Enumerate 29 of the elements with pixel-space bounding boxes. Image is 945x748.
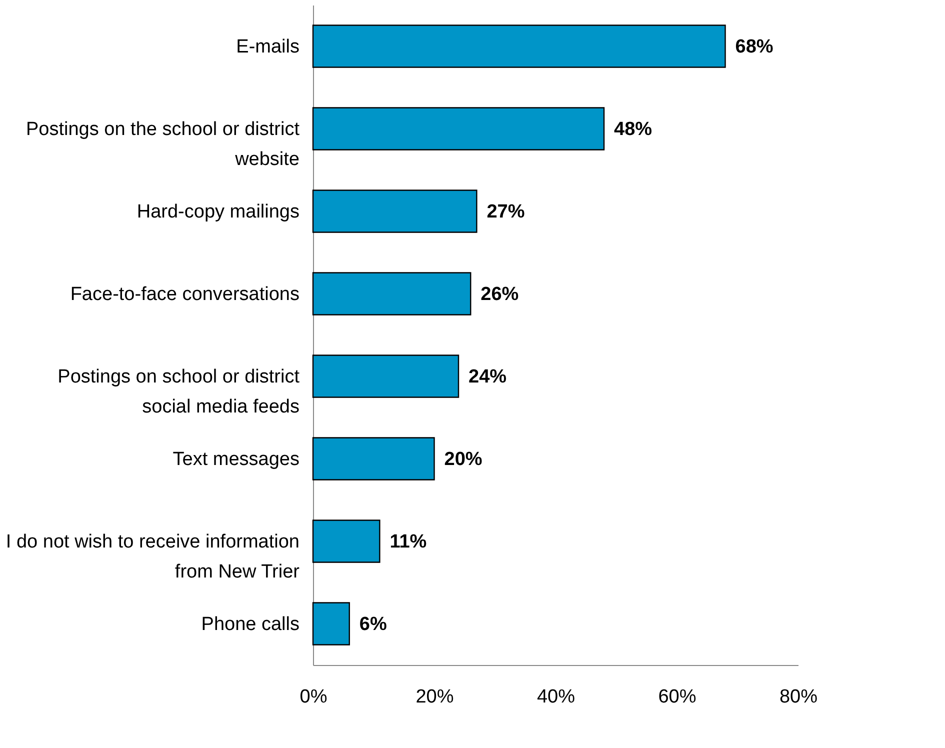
bar bbox=[312, 272, 472, 316]
y-tick-label: I do not wish to receive information from New Trier bbox=[6, 531, 300, 582]
y-tick-label: Postings on the school or district website bbox=[26, 118, 300, 170]
x-tick-label: 20% bbox=[416, 686, 454, 708]
data-label: 20% bbox=[444, 448, 482, 470]
y-tick-label: Face-to-face conversations bbox=[70, 284, 300, 305]
y-tick-label: Text messages bbox=[172, 448, 300, 470]
data-label: 24% bbox=[468, 366, 507, 388]
x-tick-label: 80% bbox=[779, 686, 818, 708]
data-label: 6% bbox=[359, 614, 387, 635]
data-label: 27% bbox=[486, 201, 525, 222]
bar bbox=[312, 190, 478, 233]
bar bbox=[312, 107, 605, 150]
y-tick-label: Postings on school or district social media feeds bbox=[58, 366, 300, 418]
y-tick-label: Hard-copy mailings bbox=[136, 201, 300, 222]
bar bbox=[312, 354, 460, 398]
bar bbox=[312, 437, 435, 480]
data-label: 68% bbox=[735, 36, 774, 58]
data-label: 48% bbox=[614, 118, 652, 140]
x-tick-label: 0% bbox=[300, 686, 328, 708]
data-label: 11% bbox=[390, 531, 427, 552]
data-label: 26% bbox=[480, 284, 519, 305]
y-tick-label: E-mails bbox=[236, 36, 300, 58]
y-tick-label: Phone calls bbox=[201, 614, 300, 635]
bar bbox=[312, 602, 350, 646]
bar bbox=[312, 24, 726, 68]
x-tick-label: 40% bbox=[536, 686, 576, 708]
x-tick-label: 60% bbox=[658, 686, 696, 708]
bar bbox=[312, 520, 380, 563]
